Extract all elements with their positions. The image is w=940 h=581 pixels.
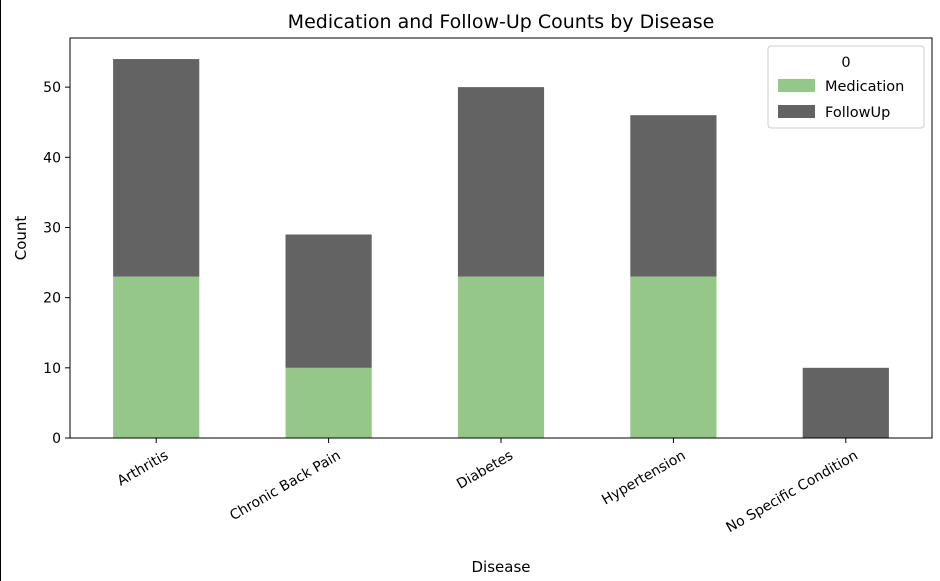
y-tick-label-0: 0	[52, 431, 61, 447]
bar-followup-hypertension	[630, 115, 717, 277]
legend-swatch-medication	[778, 79, 815, 92]
x-tick-label-arthritis: Arthritis	[115, 448, 172, 490]
plot-frame	[69, 37, 933, 439]
x-tick-label-chronic-back-pain: Chronic Back Pain	[227, 448, 343, 524]
x-axis: Arthritis Chronic Back Pain Diabetes Hypert…	[115, 438, 861, 536]
x-tick-label-hypertension: Hypertension	[599, 448, 688, 509]
bar-medication-arthritis	[113, 276, 200, 438]
y-tick-label-30: 30	[43, 220, 61, 236]
x-tick-label-diabetes: Diabetes	[454, 448, 516, 493]
y-tick-label-50: 50	[43, 80, 61, 96]
bar-followup-diabetes	[457, 87, 545, 277]
y-tick-label-20: 20	[43, 291, 61, 307]
legend-label-medication: Medication	[825, 79, 904, 95]
y-axis-label: Count	[12, 216, 30, 261]
bar-followup-chronic-back-pain	[285, 234, 372, 368]
x-tick-label-no-specific-condition: No Specific Condition	[724, 448, 861, 536]
y-tick-label-10: 10	[43, 361, 61, 377]
bar-followup-arthritis	[113, 59, 200, 277]
legend: 0 Medication FollowUp	[767, 45, 925, 129]
x-axis-label: Disease	[472, 558, 531, 576]
bar-followup-no-specific-condition	[802, 367, 889, 438]
chart-title: Medication and Follow-Up Counts by Disea…	[288, 11, 715, 33]
legend-swatch-followup	[778, 105, 815, 118]
y-axis: 0 10 20 30 40 50	[43, 80, 70, 447]
bar-medication-chronic-back-pain	[285, 367, 372, 438]
bar-medication-diabetes	[457, 276, 545, 438]
legend-label-followup: FollowUp	[825, 105, 890, 121]
bars-group	[113, 59, 889, 438]
bar-medication-hypertension	[630, 276, 717, 438]
legend-title: 0	[841, 55, 850, 71]
y-tick-label-40: 40	[43, 150, 61, 166]
